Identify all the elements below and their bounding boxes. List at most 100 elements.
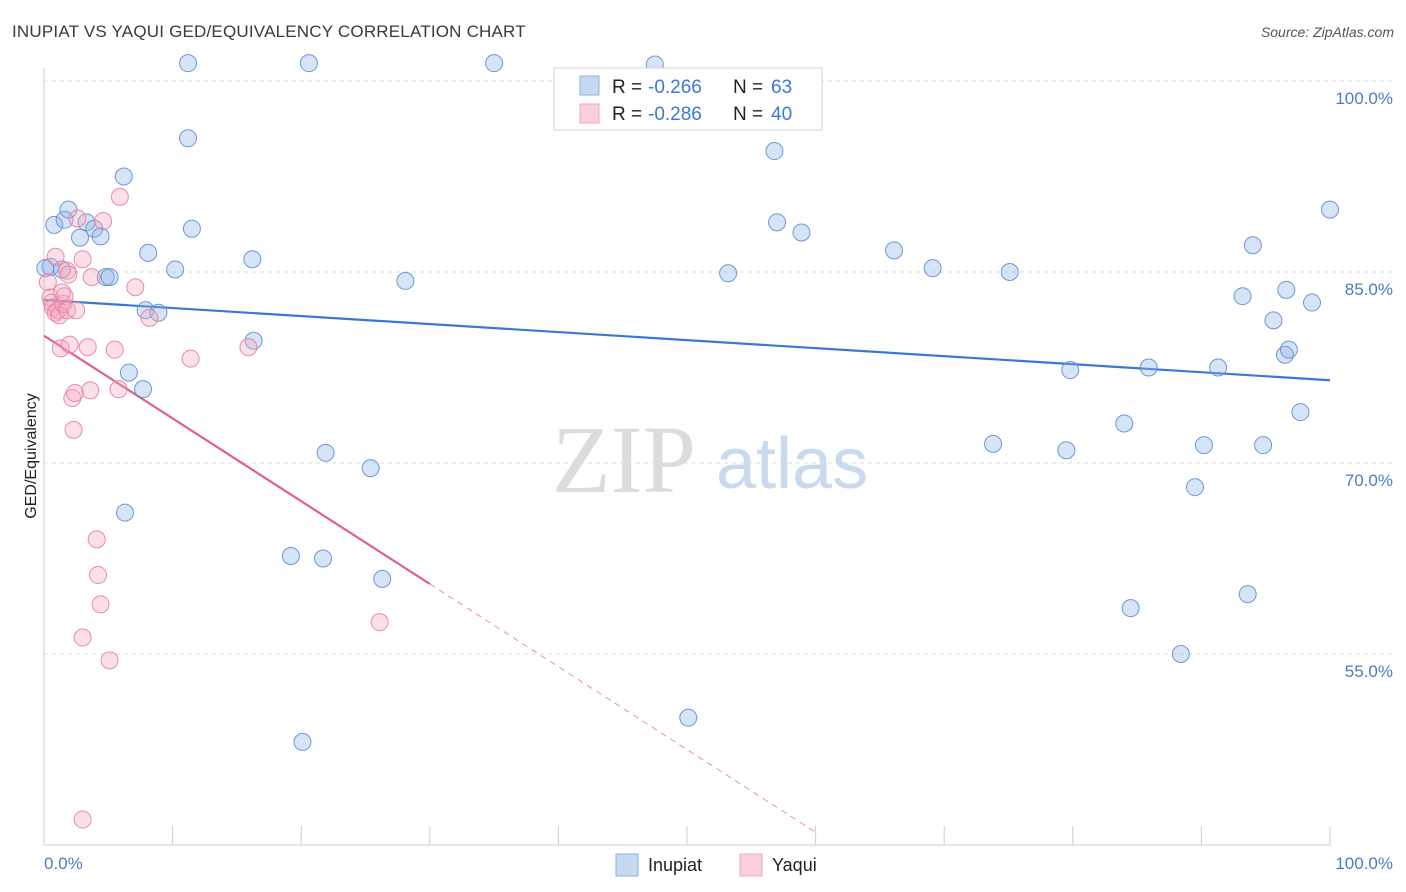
- inupiat-point: [85, 219, 104, 238]
- inupiat-point: [765, 142, 784, 161]
- y-tick-label: 100.0%: [1335, 89, 1393, 108]
- inupiat-point: [100, 268, 119, 287]
- inupiat-point: [679, 708, 698, 727]
- y-tick-label: 70.0%: [1345, 471, 1393, 490]
- inupiat-point: [923, 259, 942, 278]
- inupiat-point: [179, 54, 198, 73]
- legend-swatch-yaqui: [579, 103, 600, 124]
- legend-n-value: 40: [771, 104, 792, 125]
- inupiat-point: [119, 363, 138, 382]
- bottom-legend-inupiat: Inupiat: [648, 855, 702, 875]
- yaqui-point: [73, 628, 92, 647]
- inupiat-point: [1057, 441, 1076, 460]
- gridlines: [44, 80, 1394, 655]
- yaqui-point: [64, 420, 83, 439]
- inupiat-trend-line: [43, 298, 1331, 382]
- inupiat-point: [114, 167, 133, 186]
- legend-n-value: 63: [771, 77, 792, 98]
- inupiat-point: [1185, 478, 1204, 497]
- yaqui-point: [53, 283, 72, 302]
- yaqui-point: [110, 187, 129, 206]
- inupiat-point: [116, 503, 135, 522]
- yaqui-trend-extension: [429, 583, 816, 833]
- yaqui-point: [126, 278, 145, 297]
- inupiat-point: [1243, 236, 1262, 255]
- yaqui-point: [68, 209, 87, 228]
- yaqui-point: [67, 301, 86, 320]
- inupiat-point: [134, 380, 153, 399]
- inupiat-point: [1291, 403, 1310, 422]
- inupiat-point: [281, 546, 300, 565]
- legend-r-label: R =: [612, 104, 642, 125]
- inupiat-point: [1209, 358, 1228, 377]
- inupiat-point: [1302, 293, 1321, 312]
- inupiat-point: [36, 259, 55, 278]
- bottom-legend-yaqui: Yaqui: [772, 855, 817, 875]
- yaqui-point: [91, 595, 110, 614]
- inupiat-point: [1254, 436, 1273, 455]
- yaqui-point: [239, 338, 258, 357]
- inupiat-point: [792, 223, 811, 242]
- inupiat-point: [768, 213, 787, 232]
- y-tick-labels: 55.0% 70.0% 85.0% 100.0%: [1335, 89, 1393, 681]
- inupiat-point: [984, 434, 1003, 453]
- yaqui-point: [63, 389, 82, 408]
- inupiat-point: [1238, 585, 1257, 604]
- yaqui-trend-line: [43, 334, 431, 585]
- inupiat-point: [373, 569, 392, 588]
- inupiat-point: [91, 227, 110, 246]
- yaqui-point: [73, 250, 92, 269]
- inupiat-point: [293, 732, 312, 751]
- legend-n-label: N =: [733, 104, 763, 125]
- y-tick-label: 85.0%: [1345, 280, 1393, 299]
- yaqui-point: [58, 301, 77, 320]
- watermark-atlas: atlas: [716, 424, 868, 504]
- yaqui-point: [78, 338, 97, 357]
- bottom-legend-swatch-inupiat: [615, 853, 639, 877]
- inupiat-point: [179, 129, 198, 148]
- inupiat-point: [885, 241, 904, 260]
- inupiat-point: [1121, 599, 1140, 618]
- yaqui-point: [46, 247, 65, 266]
- yaqui-point: [38, 273, 57, 292]
- legend-swatch-inupiat: [579, 75, 600, 96]
- yaqui-point: [51, 339, 70, 358]
- inupiat-point: [316, 443, 335, 462]
- legend-n-label: N =: [733, 77, 763, 98]
- legend-r-value: -0.266: [648, 77, 702, 98]
- legend: R = -0.266 N = 63 R = -0.286 N = 40: [553, 67, 823, 131]
- watermark-zip: ZIP: [552, 406, 696, 513]
- inupiat-point: [1139, 358, 1158, 377]
- chart-title: INUPIAT VS YAQUI GED/EQUIVALENCY CORRELA…: [12, 22, 526, 41]
- yaqui-point: [181, 349, 200, 368]
- inupiat-point: [55, 210, 74, 229]
- legend-r-value: -0.286: [648, 104, 702, 125]
- yaqui-point: [81, 381, 100, 400]
- y-axis-title: GED/Equivalency: [23, 393, 40, 518]
- bottom-legend: Inupiat Yaqui: [615, 853, 817, 877]
- inupiat-point: [1264, 311, 1283, 330]
- inupiat-point: [299, 54, 318, 73]
- inupiat-point: [1000, 263, 1019, 281]
- yaqui-point: [370, 613, 389, 632]
- inupiat-point: [45, 215, 64, 234]
- inupiat-point: [1061, 361, 1080, 380]
- inupiat-point: [182, 219, 201, 238]
- x-tick-labels: 0.0% 100.0%: [43, 826, 1393, 873]
- bottom-legend-swatch-yaqui: [739, 853, 763, 877]
- yaqui-point: [105, 340, 124, 359]
- inupiat-point: [1321, 200, 1339, 219]
- legend-r-label: R =: [612, 77, 642, 98]
- source-label: Source: ZipAtlas.com: [1260, 24, 1394, 40]
- inupiat-point: [1194, 436, 1213, 455]
- yaqui-point: [100, 651, 119, 670]
- yaqui-point: [82, 268, 101, 287]
- y-tick-label: 55.0%: [1345, 662, 1393, 681]
- inupiat-point: [243, 250, 262, 269]
- data-points: [36, 54, 1339, 829]
- yaqui-point: [65, 383, 84, 402]
- inupiat-point: [1279, 340, 1298, 359]
- inupiat-point: [485, 54, 504, 73]
- inupiat-point: [314, 549, 333, 568]
- inupiat-point: [166, 260, 185, 279]
